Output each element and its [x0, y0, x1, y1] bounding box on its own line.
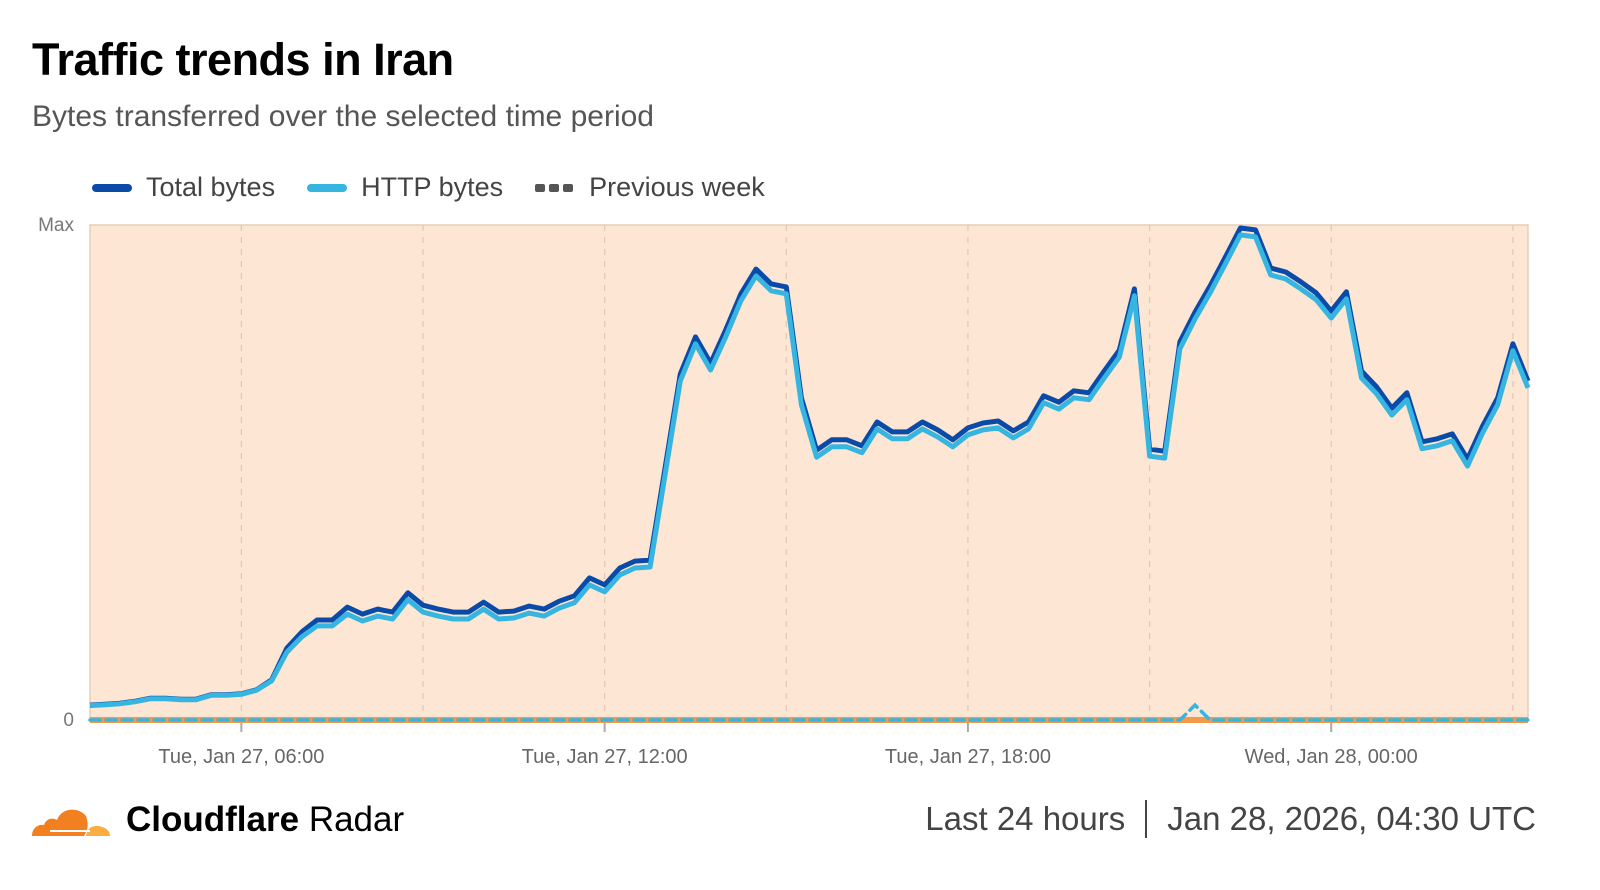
- legend-http-bytes[interactable]: HTTP bytes: [307, 172, 503, 203]
- series-line-previous-week: [88, 702, 1530, 722]
- x-tick-label: Tue, Jan 27, 18:00: [885, 746, 1051, 768]
- legend-previous-week[interactable]: Previous week: [535, 172, 765, 203]
- legend-swatch-http: [307, 183, 348, 192]
- time-range-info: Last 24 hours Jan 28, 2026, 04:30 UTC: [925, 800, 1536, 838]
- legend-label: Total bytes: [146, 172, 276, 202]
- traffic-chart: Max 0 Tue, Jan 27, 06:00 Tue, Jan 27, 12:00…: [38, 215, 1531, 768]
- cloudflare-radar-logo: Cloudflare Radar: [30, 800, 404, 840]
- y-tick-label: Max: [38, 215, 74, 236]
- series-line-http-bytes: [89, 232, 1531, 709]
- legend-swatch-total: [92, 183, 132, 192]
- legend-swatch-previous: [535, 183, 575, 192]
- x-tick-label: Tue, Jan 27, 06:00: [158, 746, 324, 768]
- cloudflare-cloud-icon: [32, 809, 110, 836]
- chart-legend: Total bytes HTTP bytes Previous week: [92, 172, 797, 203]
- brand-bold: Cloudflare: [126, 800, 300, 839]
- range-label: Last 24 hours: [925, 800, 1126, 837]
- x-tick-label: Tue, Jan 27, 12:00: [522, 746, 688, 768]
- plot-background: [89, 224, 1529, 721]
- legend-label: HTTP bytes: [361, 172, 504, 202]
- x-tick-label: Wed, Jan 28, 00:00: [1245, 746, 1418, 768]
- legend-label: Previous week: [589, 172, 765, 202]
- page-title: Traffic trends in Iran: [32, 34, 454, 85]
- divider: [1145, 800, 1148, 838]
- legend-total-bytes[interactable]: Total bytes: [92, 172, 275, 203]
- brand-light: Radar: [308, 800, 405, 839]
- page-subtitle: Bytes transferred over the selected time…: [32, 100, 654, 133]
- brand-name: Cloudflare Radar: [126, 800, 404, 840]
- y-tick-label: 0: [63, 710, 74, 731]
- timestamp: Jan 28, 2026, 04:30 UTC: [1167, 800, 1536, 837]
